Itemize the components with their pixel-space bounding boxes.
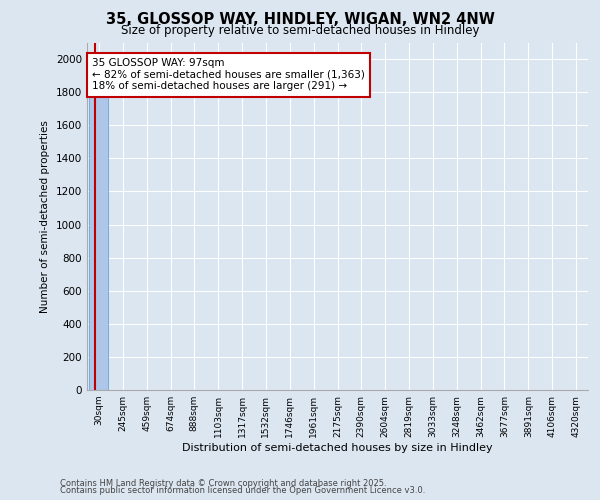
Text: 35 GLOSSOP WAY: 97sqm
← 82% of semi-detached houses are smaller (1,363)
18% of s: 35 GLOSSOP WAY: 97sqm ← 82% of semi-deta… xyxy=(92,58,365,92)
Text: Size of property relative to semi-detached houses in Hindley: Size of property relative to semi-detach… xyxy=(121,24,479,37)
Text: 35, GLOSSOP WAY, HINDLEY, WIGAN, WN2 4NW: 35, GLOSSOP WAY, HINDLEY, WIGAN, WN2 4NW xyxy=(106,12,494,28)
Text: Contains public sector information licensed under the Open Government Licence v3: Contains public sector information licen… xyxy=(60,486,425,495)
Y-axis label: Number of semi-detached properties: Number of semi-detached properties xyxy=(40,120,50,312)
X-axis label: Distribution of semi-detached houses by size in Hindley: Distribution of semi-detached houses by … xyxy=(182,442,493,452)
Bar xyxy=(89,68,109,390)
Text: Contains HM Land Registry data © Crown copyright and database right 2025.: Contains HM Land Registry data © Crown c… xyxy=(60,478,386,488)
